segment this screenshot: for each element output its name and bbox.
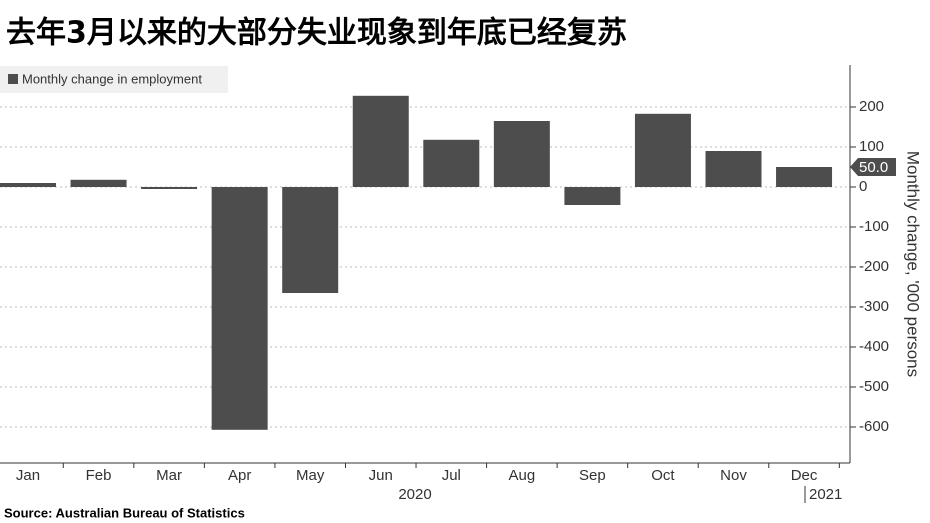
bar [0,183,56,187]
bar [776,167,833,187]
x-tick-label: Dec [791,467,818,484]
bar [564,187,621,205]
y-tick-label: -500 [859,378,889,395]
y-tick-label: -100 [859,218,889,235]
bar [352,95,409,187]
chart-title: 去年3月以来的大部分失业现象到年底已经复苏 [6,16,627,51]
y-tick-label: 200 [859,98,884,115]
y-tick-label: -200 [859,258,889,275]
bar [70,179,127,187]
x-group-label: 2021 [809,486,842,503]
bar [423,139,480,187]
bar [141,187,198,189]
bar [493,121,550,187]
source: Source: Australian Bureau of Statistics [4,505,245,520]
y-tick-label: -400 [859,338,889,355]
x-tick-label: Mar [156,467,182,484]
legend-swatch [8,74,18,84]
x-tick-label: May [296,467,325,484]
x-tick-label: Jul [442,467,461,484]
x-tick-label: Jan [16,467,40,484]
x-tick-label: Aug [508,467,535,484]
y-tick-label: 100 [859,138,884,155]
last-value-tag [850,158,896,176]
y-tick-label: -600 [859,418,889,435]
y-tick-label: -300 [859,298,889,315]
x-tick-label: Nov [720,467,747,484]
x-tick-label: Oct [651,467,675,484]
x-tick-label: Jun [369,467,393,484]
bar [705,151,762,187]
bar [211,187,268,430]
legend-box [0,66,228,93]
y-tick-label: 0 [859,178,867,195]
legend-label: Monthly change in employment [22,71,202,86]
x-tick-label: Apr [228,467,251,484]
x-group-label: 2020 [398,486,431,503]
last-value-label: 50.0 [859,159,888,176]
bar [634,113,691,187]
x-tick-label: Feb [86,467,112,484]
y-axis-label: Monthly change, '000 persons [904,151,923,377]
x-tick-label: Sep [579,467,606,484]
bar [282,187,339,293]
